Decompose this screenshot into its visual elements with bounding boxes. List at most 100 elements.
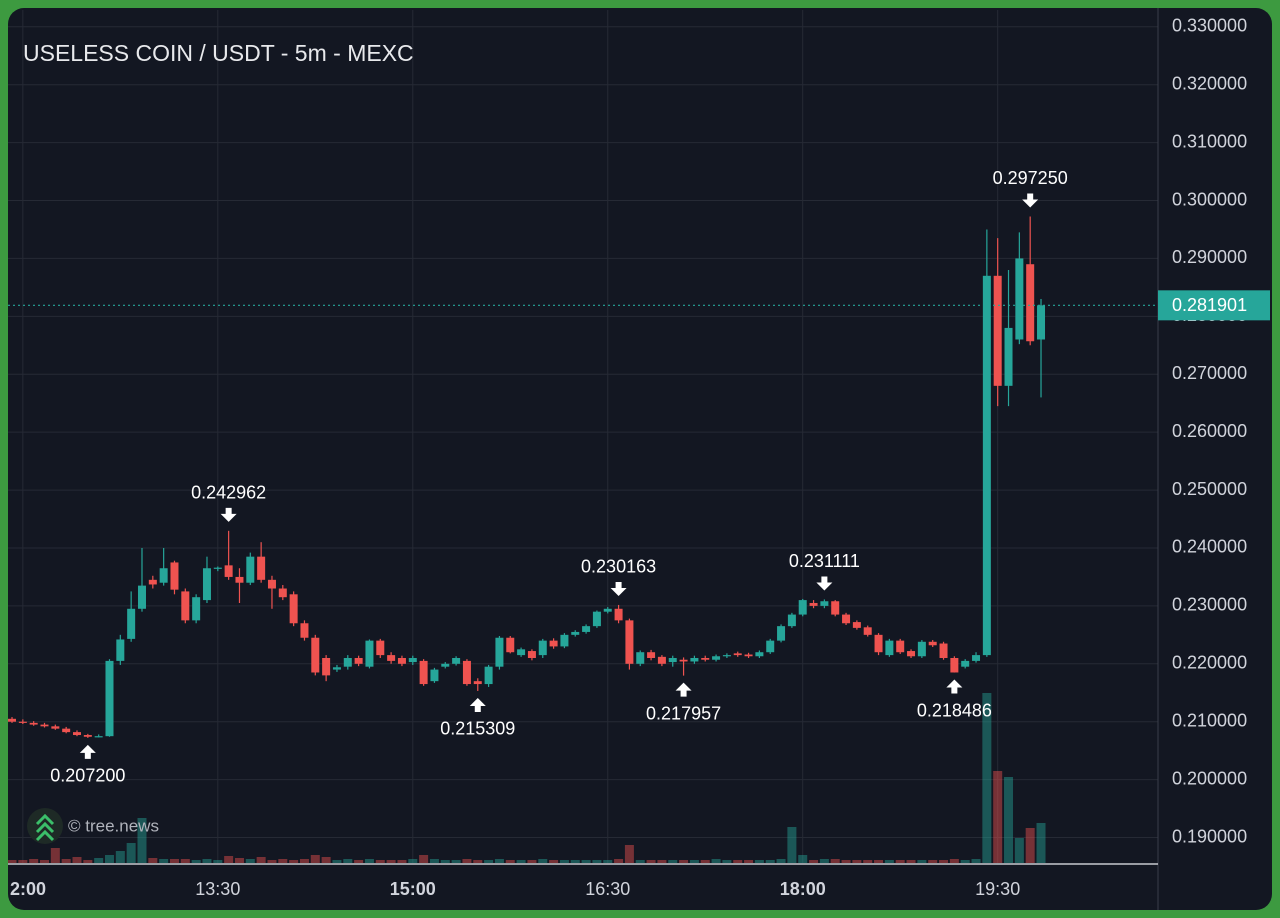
volume-bar xyxy=(202,859,212,863)
annotation-arrow xyxy=(816,576,833,591)
volume-bar xyxy=(689,860,699,863)
volume-bar xyxy=(137,818,147,863)
volume-bar xyxy=(289,860,299,863)
volume-bar xyxy=(354,860,364,863)
volume-bar xyxy=(754,860,764,863)
candle-body xyxy=(560,634,569,647)
candle-body xyxy=(51,726,60,729)
y-tick-label: 0.240000 xyxy=(1172,537,1247,557)
watermark-logo xyxy=(27,808,63,844)
watermark: © tree.news xyxy=(68,816,159,835)
volume-bar xyxy=(830,859,840,863)
volume-bar xyxy=(776,859,786,863)
annotation-label: 0.218486 xyxy=(917,700,992,720)
candle-body xyxy=(18,721,27,723)
candle-body xyxy=(982,275,991,656)
annotation-label: 0.231111 xyxy=(789,551,860,571)
volume-bar xyxy=(278,859,288,863)
volume-bar xyxy=(733,860,743,863)
volume-bar xyxy=(72,857,82,863)
candle-body xyxy=(549,640,558,647)
candle-body xyxy=(148,579,157,585)
candle-body xyxy=(224,565,233,577)
candle-body xyxy=(896,640,905,653)
plot-area xyxy=(8,216,1158,863)
candle-body xyxy=(1026,264,1035,342)
volume-bar xyxy=(895,860,905,863)
x-tick-label: 19:30 xyxy=(975,879,1020,899)
volume-bar xyxy=(538,859,548,863)
y-tick-label: 0.300000 xyxy=(1172,189,1247,209)
annotation-arrow xyxy=(469,697,486,712)
volume-bar xyxy=(614,859,624,863)
candle-body xyxy=(809,602,818,606)
candle-body xyxy=(105,660,114,737)
volume-bar xyxy=(570,860,580,863)
candle-body xyxy=(289,594,298,624)
volume-bar xyxy=(711,859,721,863)
candle-body xyxy=(852,622,861,628)
last-price-box xyxy=(1158,290,1270,321)
volume-bar xyxy=(516,860,526,863)
annotation-arrow xyxy=(79,744,96,759)
annotation-label: 0.297250 xyxy=(993,168,1068,188)
candle-body xyxy=(354,658,363,664)
y-tick-label: 0.270000 xyxy=(1172,363,1247,383)
volume-bar xyxy=(310,855,320,863)
volume-bar xyxy=(375,860,385,863)
volume-bar xyxy=(451,860,461,863)
candle-body xyxy=(1037,305,1046,340)
volume-bar xyxy=(126,843,136,863)
candle-body xyxy=(636,652,645,664)
candle-body xyxy=(387,655,396,661)
volume-bar xyxy=(993,771,1003,863)
candle-body xyxy=(419,660,428,685)
volume-bar xyxy=(180,859,190,863)
volume-bar xyxy=(657,860,667,863)
candle-body xyxy=(159,568,168,583)
grid xyxy=(8,10,1158,863)
volume-bar xyxy=(592,860,602,863)
candle-body xyxy=(993,275,1002,386)
volume-bar xyxy=(1004,777,1014,863)
candle-body xyxy=(62,728,71,733)
x-tick-label: 2:00 xyxy=(10,879,46,899)
volume-bar xyxy=(245,859,255,863)
volume-bar xyxy=(299,859,309,863)
volume-bar xyxy=(256,857,266,863)
candle-body xyxy=(8,718,17,722)
chart-title: USELESS COIN / USDT - 5m - MEXC xyxy=(23,40,414,66)
y-tick-label: 0.210000 xyxy=(1172,710,1247,730)
volume-bar xyxy=(527,860,537,863)
candle-body xyxy=(614,608,623,621)
candle-body xyxy=(257,556,266,580)
volume-bar xyxy=(863,860,873,863)
y-tick-label: 0.260000 xyxy=(1172,421,1247,441)
candle-body xyxy=(744,654,753,657)
volume-bar xyxy=(83,860,93,863)
volume-bar xyxy=(169,859,179,863)
candle-body xyxy=(83,735,92,737)
candle-body xyxy=(787,614,796,627)
candle-body xyxy=(722,655,731,657)
candle-body xyxy=(278,588,287,598)
volume-bar xyxy=(50,848,60,863)
y-tick-label: 0.230000 xyxy=(1172,595,1247,615)
candle-body xyxy=(928,641,937,646)
candle-body xyxy=(192,597,201,621)
volume-bar xyxy=(852,860,862,863)
annotation-arrow xyxy=(610,581,627,596)
volume-bar xyxy=(841,860,851,863)
candle-body xyxy=(571,631,580,635)
volume-bar xyxy=(473,860,483,863)
y-tick-label: 0.290000 xyxy=(1172,247,1247,267)
annotation-label: 0.242962 xyxy=(191,483,266,503)
annotation-arrow xyxy=(946,679,963,694)
candle-body xyxy=(137,585,146,609)
volume-bar xyxy=(429,859,439,863)
volume-bar xyxy=(787,827,797,863)
volume-bar xyxy=(494,859,504,863)
volume-bar xyxy=(874,860,884,863)
volume-bar xyxy=(819,859,829,863)
volume-bar xyxy=(419,855,429,863)
